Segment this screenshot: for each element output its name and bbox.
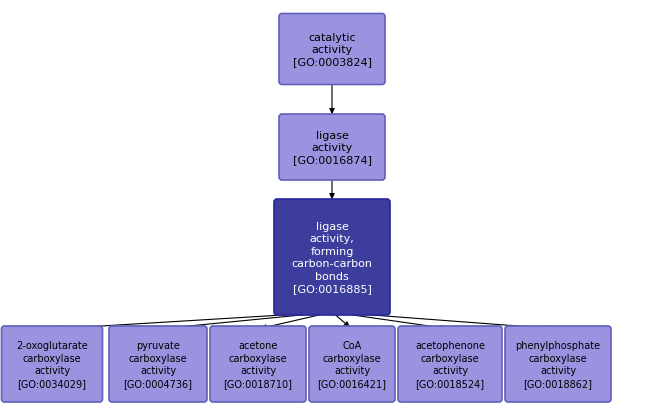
FancyBboxPatch shape — [398, 326, 502, 402]
Text: acetophenone
carboxylase
activity
[GO:0018524]: acetophenone carboxylase activity [GO:00… — [415, 341, 485, 388]
FancyBboxPatch shape — [1, 326, 102, 402]
Text: ligase
activity,
forming
carbon-carbon
bonds
[GO:0016885]: ligase activity, forming carbon-carbon b… — [291, 222, 372, 293]
Text: ligase
activity
[GO:0016874]: ligase activity [GO:0016874] — [293, 130, 372, 165]
Text: 2-oxoglutarate
carboxylase
activity
[GO:0034029]: 2-oxoglutarate carboxylase activity [GO:… — [16, 341, 88, 388]
Text: pyruvate
carboxylase
activity
[GO:0004736]: pyruvate carboxylase activity [GO:000473… — [124, 341, 192, 388]
FancyBboxPatch shape — [274, 200, 390, 315]
FancyBboxPatch shape — [210, 326, 306, 402]
FancyBboxPatch shape — [505, 326, 611, 402]
Text: catalytic
activity
[GO:0003824]: catalytic activity [GO:0003824] — [293, 32, 372, 67]
FancyBboxPatch shape — [109, 326, 207, 402]
Text: phenylphosphate
carboxylase
activity
[GO:0018862]: phenylphosphate carboxylase activity [GO… — [515, 341, 600, 388]
FancyBboxPatch shape — [309, 326, 395, 402]
Text: CoA
carboxylase
activity
[GO:0016421]: CoA carboxylase activity [GO:0016421] — [317, 341, 386, 388]
Text: acetone
carboxylase
activity
[GO:0018710]: acetone carboxylase activity [GO:0018710… — [223, 341, 293, 388]
FancyBboxPatch shape — [279, 15, 385, 85]
FancyBboxPatch shape — [279, 115, 385, 181]
